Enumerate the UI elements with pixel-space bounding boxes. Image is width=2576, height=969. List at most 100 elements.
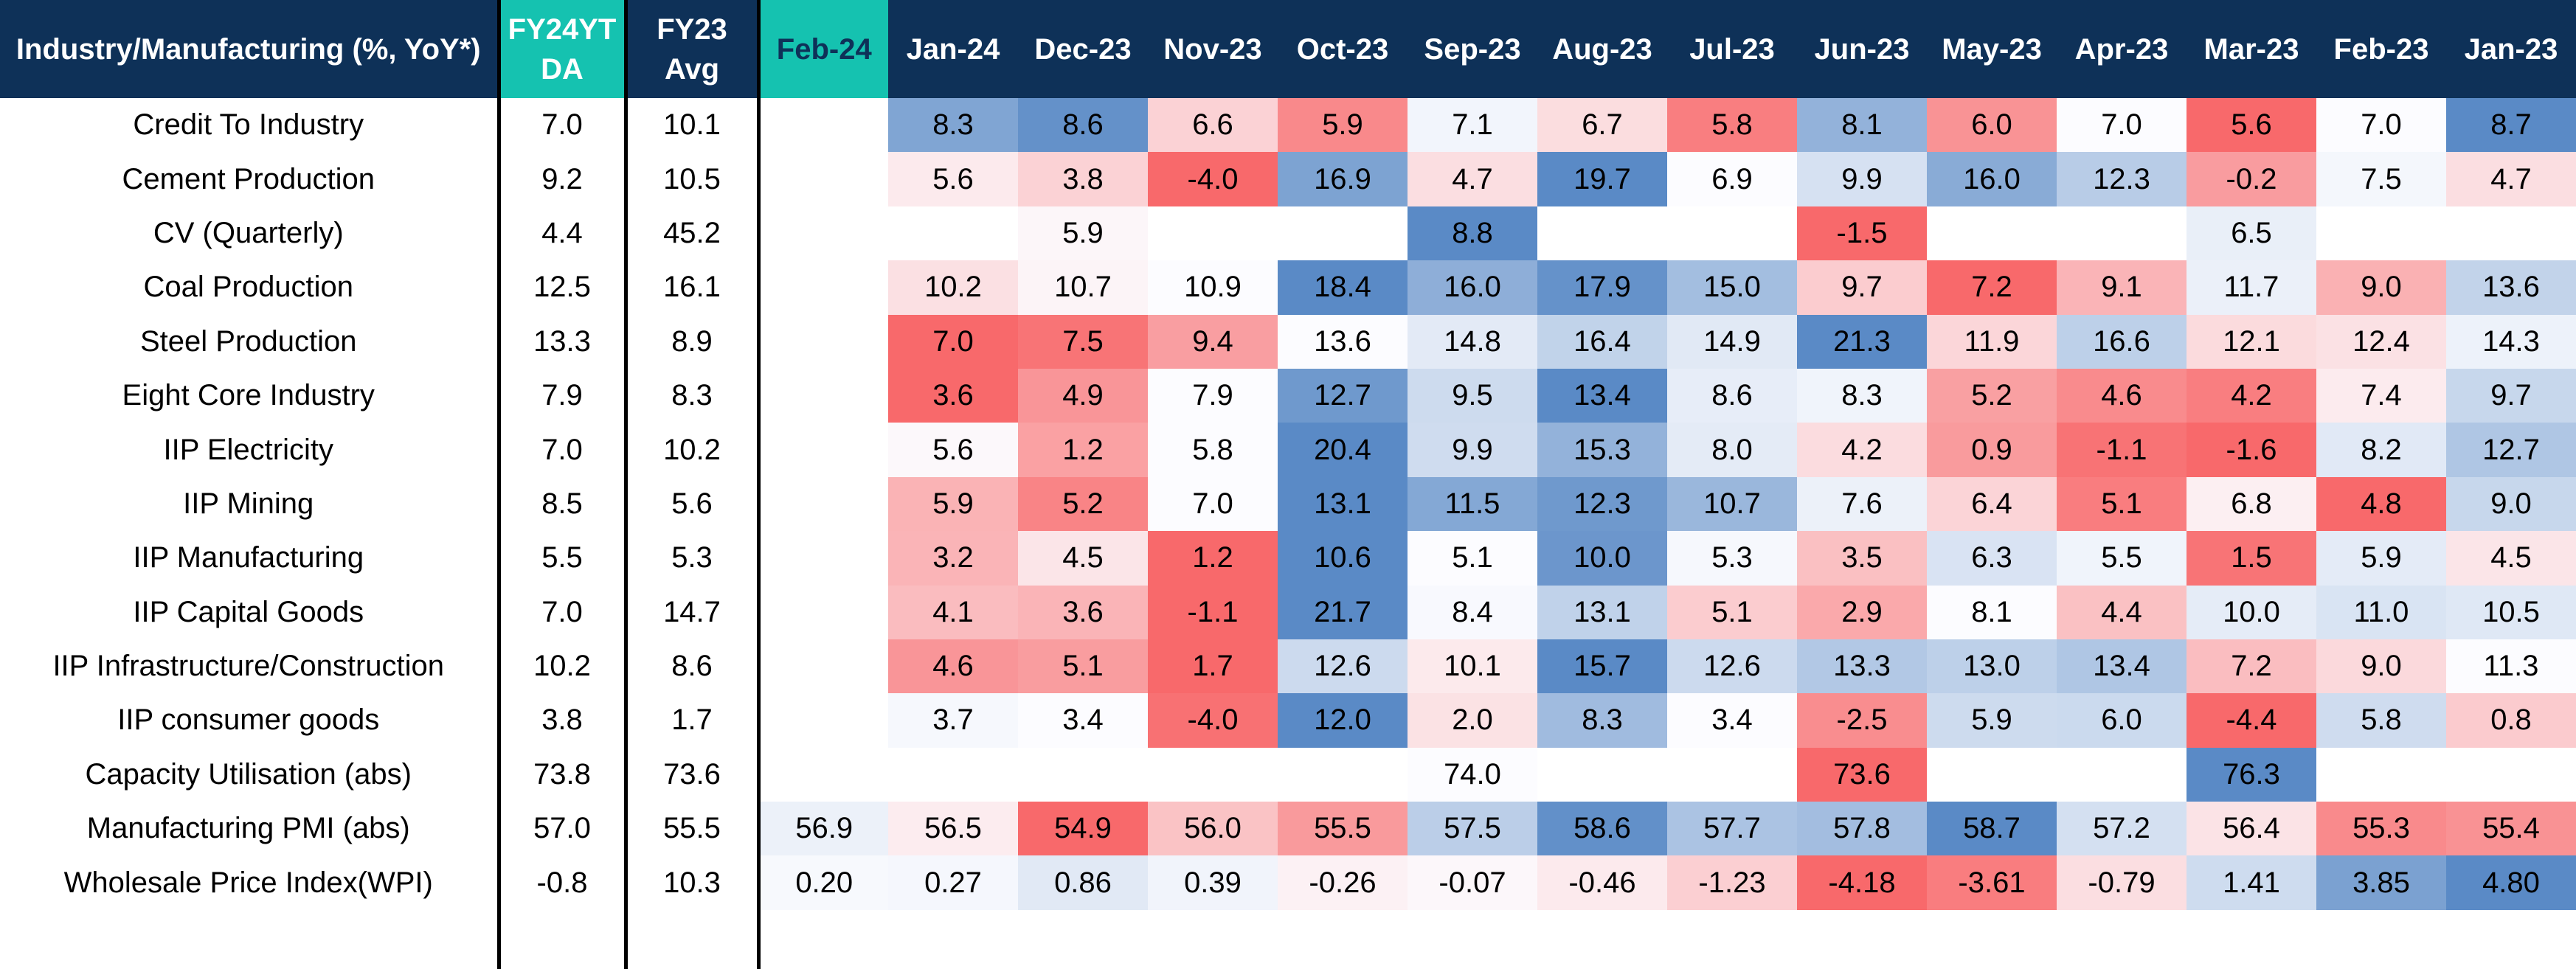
value-cell: 3.6 [888,368,1018,423]
value-cell: 13.3 [1797,639,1927,694]
value-cell: 3.8 [1018,152,1148,206]
value-cell: 10.7 [1667,476,1797,532]
fy24-ytd-cell: 7.0 [499,585,628,639]
table-row: Capacity Utilisation (abs) 73.8 73.6 74.0 73… [0,747,2576,802]
value-cell: 10.6 [1278,531,1408,586]
value-cell: 14.8 [1408,314,1537,369]
value-cell: 15.3 [1537,423,1667,477]
header-month: Feb-23 [2316,0,2446,98]
fy24-ytd-cell: 5.5 [499,531,628,586]
value-cell: 8.4 [1408,585,1537,639]
value-cell: 5.6 [2187,98,2316,153]
fy24-ytd-cell: 3.8 [499,693,628,748]
table-row: IIP Manufacturing 5.5 5.3 3.2 4.5 1.2 10.6 5.1 1… [0,531,2576,586]
value-cell: -0.79 [2057,855,2187,910]
row-label: Credit To Industry [0,98,501,153]
row-label: CV (Quarterly) [0,206,501,261]
value-cell: 12.7 [2446,423,2576,477]
value-cell [758,98,888,152]
value-cell: 2.0 [1408,693,1537,748]
value-cell: 10.0 [1537,531,1667,586]
value-cell: 4.8 [2316,476,2446,532]
fy23-avg-cell: 10.3 [626,855,761,910]
table-filler-row [0,909,2576,969]
value-cell: 12.3 [2057,152,2187,206]
header-month: Mar-23 [2187,0,2316,98]
row-label: IIP Mining [0,476,501,532]
value-cell: 57.7 [1667,802,1797,856]
value-cell [758,260,888,314]
value-cell: 5.1 [2057,476,2187,532]
value-cell [2057,748,2187,802]
filler-cell [626,909,761,969]
value-cell: 13.6 [2446,260,2576,315]
fy23-avg-cell: 8.3 [626,368,761,423]
value-cell: 7.2 [2187,639,2316,694]
fy24-ytd-cell: 13.3 [499,314,628,369]
value-cell: 0.86 [1018,855,1148,910]
value-cell: 7.9 [1148,368,1278,423]
value-cell [1278,206,1408,260]
value-cell: 10.9 [1148,260,1278,315]
header-fy23-avg: FY23 Avg [626,0,761,98]
value-cell [758,639,888,693]
header-month: May-23 [1927,0,2057,98]
table-row: IIP Capital Goods 7.0 14.7 4.1 3.6 -1.1 21.7 8.… [0,585,2576,639]
value-cell: 8.6 [1667,368,1797,423]
value-cell: 9.7 [2446,368,2576,423]
fy23-avg-cell: 1.7 [626,693,761,748]
value-cell: 5.9 [1278,98,1408,153]
value-cell: 7.5 [2316,152,2446,206]
value-cell: -1.1 [1148,585,1278,639]
value-cell [758,693,888,747]
value-cell: 6.0 [2057,693,2187,748]
value-cell: 8.0 [1667,423,1797,477]
row-label: IIP Manufacturing [0,531,501,586]
value-cell: 57.2 [2057,802,2187,856]
value-cell: 10.5 [2446,585,2576,639]
value-cell [1018,748,1148,802]
fy24-ytd-cell: 8.5 [499,476,628,532]
value-cell: 5.1 [1408,531,1537,586]
row-label: IIP Infrastructure/Construction [0,639,501,694]
value-cell: 5.8 [1148,423,1278,477]
value-cell: 3.2 [888,531,1018,586]
value-cell: 9.5 [1408,368,1537,423]
value-cell [2446,206,2576,260]
value-cell: 11.5 [1408,476,1537,532]
row-label: Capacity Utilisation (abs) [0,747,501,802]
value-cell: -1.6 [2187,423,2316,477]
value-cell: 55.4 [2446,802,2576,856]
value-cell: 1.2 [1148,531,1278,586]
row-label: Coal Production [0,260,501,315]
value-cell [2316,748,2446,802]
value-cell: -4.4 [2187,693,2316,748]
value-cell: 4.7 [2446,152,2576,206]
value-cell: -0.07 [1408,855,1537,910]
value-cell [2446,748,2576,802]
table-row: CV (Quarterly) 4.4 45.2 5.9 8.8 -1.5 6.5 [0,206,2576,261]
header-month: Jun-23 [1797,0,1927,98]
value-cell: 5.8 [1667,98,1797,153]
value-cell: 8.3 [1537,693,1667,748]
value-cell: -3.61 [1927,855,2057,910]
value-cell: 56.9 [758,802,888,856]
table-row: Wholesale Price Index(WPI) -0.8 10.3 0.20 0.… [0,855,2576,910]
value-cell: 3.6 [1018,585,1148,639]
filler-cell [758,910,2576,969]
value-cell: 9.9 [1408,423,1537,477]
value-cell: 5.9 [1927,693,2057,748]
value-cell [1537,748,1667,802]
fy23-avg-cell: 8.9 [626,314,761,369]
value-cell: -2.5 [1797,693,1927,748]
value-cell [758,586,888,639]
value-cell: 7.0 [1148,476,1278,532]
row-label: IIP Electricity [0,423,501,477]
fy23-avg-cell: 55.5 [626,802,761,856]
row-label: IIP consumer goods [0,693,501,748]
value-cell: 8.3 [1797,368,1927,423]
value-cell: 5.1 [1018,639,1148,694]
value-cell: 5.9 [888,476,1018,532]
table-row: Coal Production 12.5 16.1 10.2 10.7 10.9 18.4 1… [0,260,2576,315]
value-cell: 6.6 [1148,98,1278,153]
